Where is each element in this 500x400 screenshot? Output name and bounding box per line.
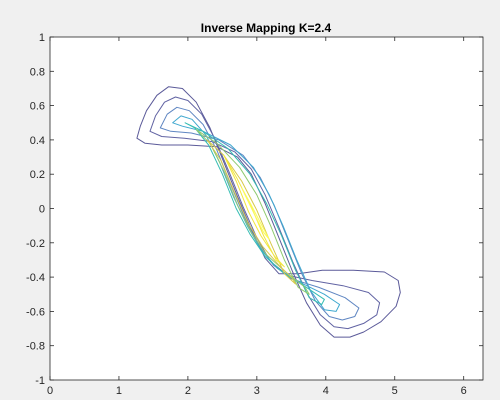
- y-tick-label: 0.8: [30, 66, 45, 78]
- contour-line-5: [184, 122, 325, 305]
- y-tick-label: -1: [35, 375, 45, 387]
- y-tick-label: 0.2: [30, 169, 45, 181]
- y-tick-label: -0.2: [26, 238, 45, 250]
- y-tick-label: 0.6: [30, 101, 45, 113]
- axes-box: [49, 36, 484, 381]
- x-tick-label: 1: [116, 385, 122, 397]
- chart-title: Inverse Mapping K=2.4: [201, 21, 332, 35]
- x-tick-label: 6: [461, 385, 467, 397]
- contour-line-2: [149, 96, 381, 330]
- y-tick-label: 1: [39, 32, 45, 44]
- x-tick-label: 3: [254, 385, 260, 397]
- y-tick-label: -0.4: [26, 272, 45, 284]
- tick-group: 0 1 2 3 4 5 6 1 0.8 0.6 0.4 0.2 0 -0.2 -0.4 -0.6 -0.8 -1: [26, 32, 483, 397]
- axes-background: [50, 37, 483, 380]
- contour-line-1: [136, 86, 401, 338]
- x-tick-label: 4: [323, 385, 329, 397]
- y-tick-label: -0.8: [26, 341, 45, 353]
- x-tick-label: 5: [392, 385, 398, 397]
- x-tick-label: 2: [185, 385, 191, 397]
- y-tick-label: 0.4: [30, 135, 45, 147]
- contour-line-7: [206, 139, 296, 285]
- y-tick-label: -0.6: [26, 306, 45, 318]
- y-tick-label: 0: [39, 204, 45, 216]
- contour-group: [136, 86, 401, 338]
- x-tick-label: 0: [47, 385, 53, 397]
- contour-line-6: [195, 129, 310, 295]
- contour-line-9: [241, 187, 270, 240]
